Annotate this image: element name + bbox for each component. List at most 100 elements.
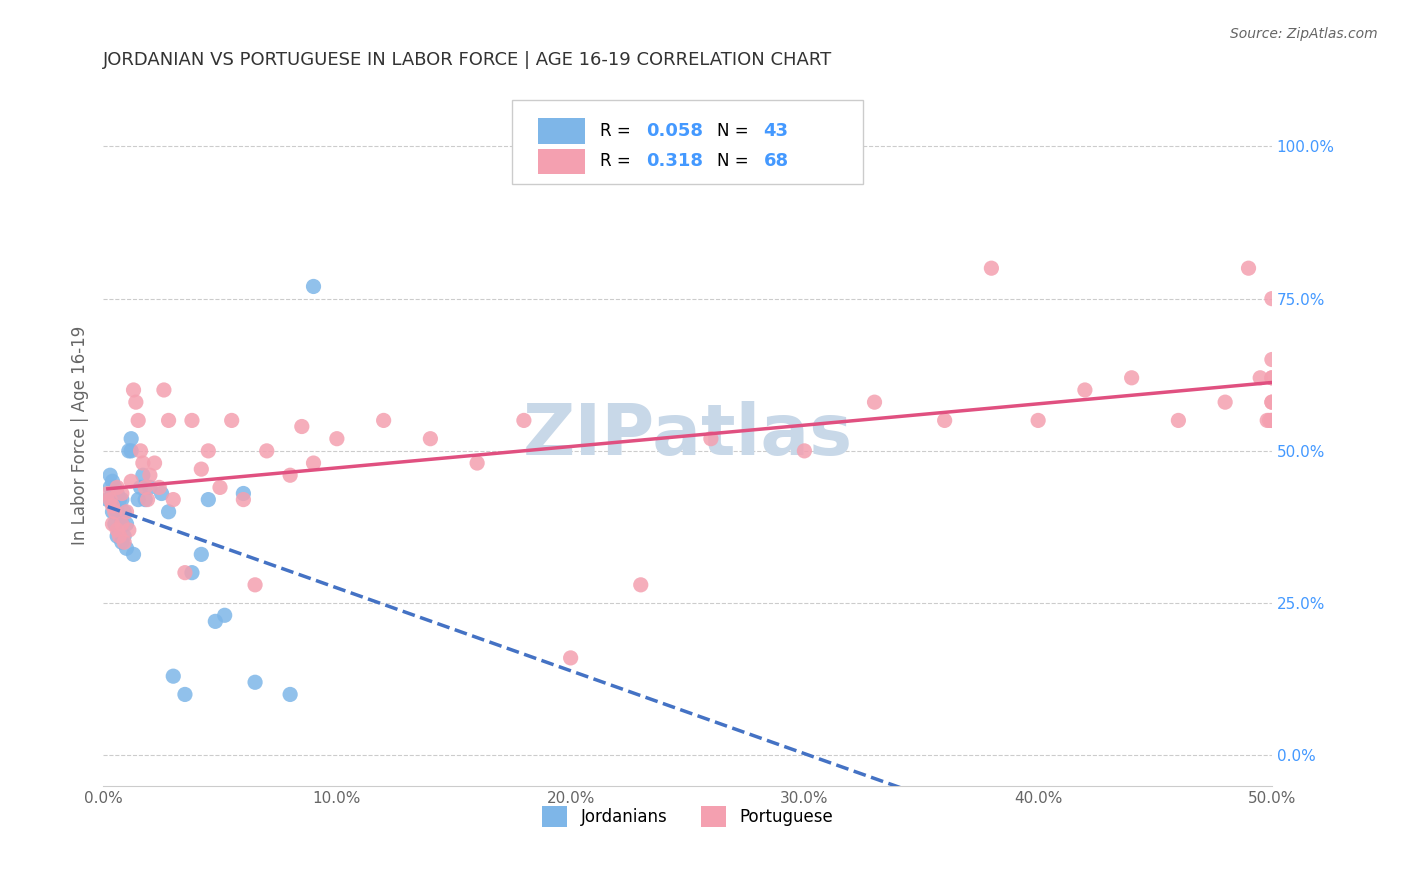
Point	[197, 492, 219, 507]
Point	[793, 443, 815, 458]
Point	[122, 383, 145, 397]
Point	[700, 432, 723, 446]
Text: 43: 43	[763, 122, 789, 140]
Point	[118, 443, 141, 458]
Text: ZIPatlas: ZIPatlas	[523, 401, 852, 470]
Y-axis label: In Labor Force | Age 16-19: In Labor Force | Age 16-19	[72, 326, 89, 545]
Point	[105, 505, 128, 519]
Point	[204, 615, 226, 629]
Point	[108, 523, 131, 537]
Point	[232, 486, 254, 500]
Point	[112, 535, 135, 549]
Point	[112, 505, 135, 519]
Point	[139, 480, 162, 494]
Point	[122, 548, 145, 562]
Point	[190, 548, 212, 562]
Point	[111, 516, 134, 531]
Point	[105, 486, 128, 500]
Point	[1121, 371, 1143, 385]
Text: R =: R =	[600, 122, 636, 140]
Point	[104, 505, 127, 519]
Point	[1261, 292, 1284, 306]
Text: N =: N =	[717, 153, 754, 170]
Point	[278, 688, 301, 702]
Point	[98, 492, 121, 507]
Point	[1258, 413, 1281, 427]
Point	[326, 432, 349, 446]
Point	[162, 492, 184, 507]
Point	[127, 413, 149, 427]
Point	[129, 443, 152, 458]
Point	[157, 413, 180, 427]
Point	[108, 529, 131, 543]
Point	[118, 523, 141, 537]
Point	[243, 578, 266, 592]
Text: R =: R =	[600, 153, 636, 170]
Point	[1261, 352, 1284, 367]
Point	[980, 261, 1002, 276]
Point	[111, 535, 134, 549]
Point	[181, 413, 204, 427]
Point	[419, 432, 441, 446]
Point	[105, 480, 128, 494]
Point	[174, 566, 197, 580]
Point	[148, 480, 170, 494]
Point	[1026, 413, 1049, 427]
Point	[1261, 395, 1284, 409]
Point	[1261, 413, 1284, 427]
Point	[513, 413, 536, 427]
Point	[101, 499, 124, 513]
Point	[243, 675, 266, 690]
Point	[98, 480, 121, 494]
Point	[115, 516, 138, 531]
Point	[101, 505, 124, 519]
Point	[111, 492, 134, 507]
Text: JORDANIAN VS PORTUGUESE IN LABOR FORCE | AGE 16-19 CORRELATION CHART: JORDANIAN VS PORTUGUESE IN LABOR FORCE |…	[103, 51, 832, 69]
Point	[197, 443, 219, 458]
Point	[101, 475, 124, 489]
FancyBboxPatch shape	[512, 100, 863, 184]
Point	[104, 480, 127, 494]
Point	[278, 468, 301, 483]
Point	[373, 413, 395, 427]
Point	[136, 492, 159, 507]
Point	[1261, 413, 1284, 427]
Point	[105, 529, 128, 543]
Point	[1074, 383, 1097, 397]
Point	[1261, 371, 1284, 385]
Point	[132, 468, 155, 483]
Point	[157, 505, 180, 519]
Point	[181, 566, 204, 580]
Point	[863, 395, 886, 409]
Point	[139, 468, 162, 483]
Point	[221, 413, 243, 427]
Point	[104, 516, 127, 531]
Point	[232, 492, 254, 507]
Legend: Jordanians, Portuguese: Jordanians, Portuguese	[536, 800, 839, 833]
Point	[101, 516, 124, 531]
Point	[127, 492, 149, 507]
Point	[111, 516, 134, 531]
Text: N =: N =	[717, 122, 754, 140]
Point	[120, 475, 142, 489]
Point	[125, 395, 148, 409]
Point	[1261, 371, 1284, 385]
Point	[560, 651, 582, 665]
Point	[134, 480, 156, 494]
Point	[256, 443, 278, 458]
Point	[174, 688, 197, 702]
Point	[1213, 395, 1236, 409]
FancyBboxPatch shape	[538, 119, 585, 144]
Point	[630, 578, 652, 592]
Point	[1167, 413, 1189, 427]
Point	[153, 383, 176, 397]
Point	[98, 468, 121, 483]
Point	[115, 505, 138, 519]
Point	[105, 523, 128, 537]
Point	[115, 541, 138, 556]
Point	[108, 492, 131, 507]
Point	[104, 499, 127, 513]
Point	[120, 443, 142, 458]
FancyBboxPatch shape	[538, 149, 585, 174]
Point	[302, 456, 325, 470]
